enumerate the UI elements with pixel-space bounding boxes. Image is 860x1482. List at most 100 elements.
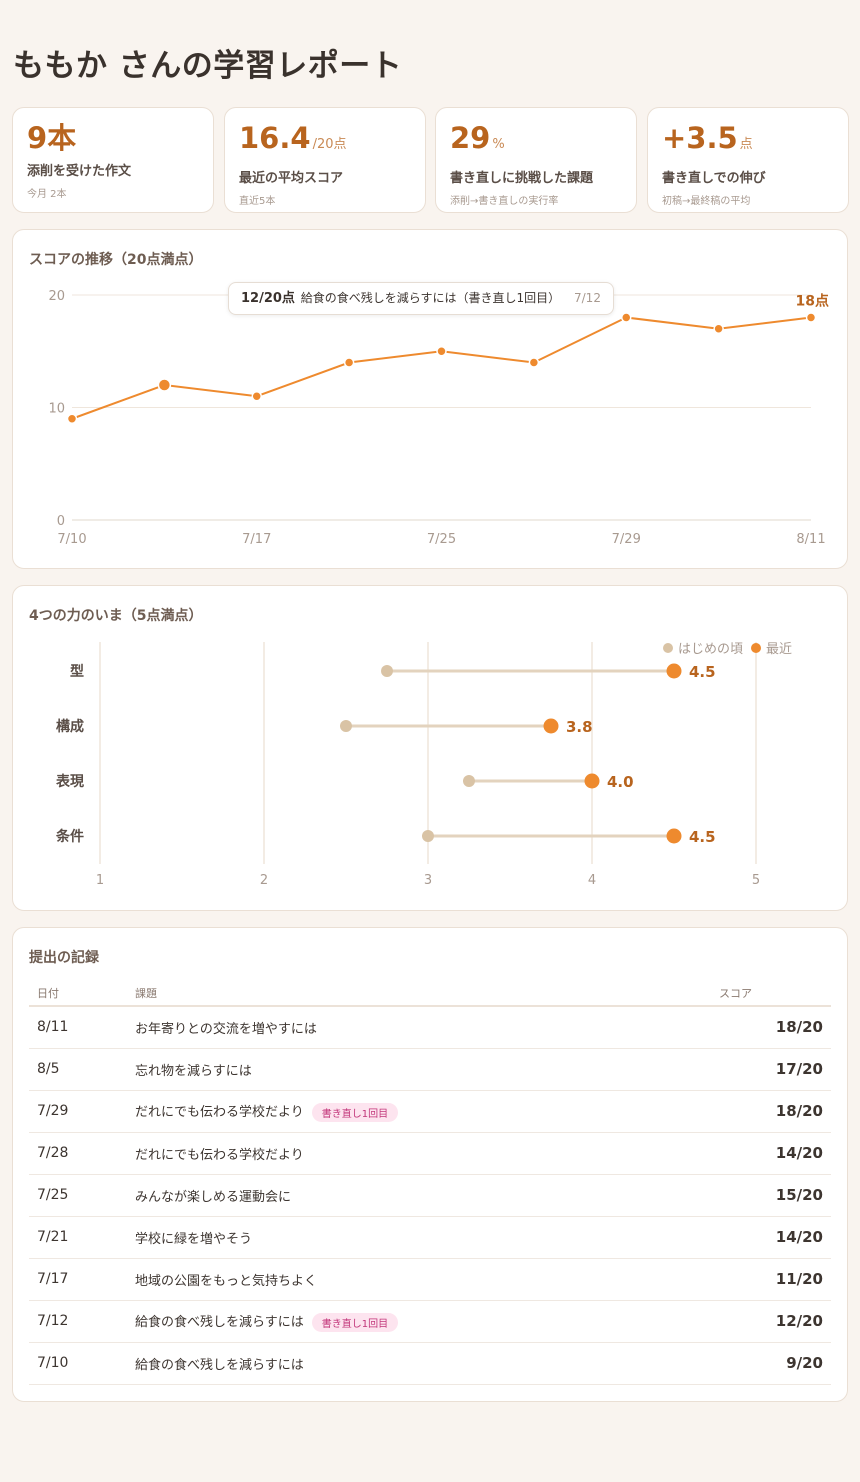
stat-card-average: 16.4/20点 最近の平均スコア 直近5本 [224, 107, 426, 213]
stat-note: 添削→書き直しの実行率 [450, 196, 559, 207]
start-point [422, 830, 434, 842]
recent-point [666, 663, 682, 679]
legend-recent-label: 最近 [766, 642, 792, 657]
stat-label: 添削を受けた作文 [27, 164, 132, 179]
tooltip-date: 7/12 [574, 291, 601, 305]
row-score: 14/20 [711, 1216, 831, 1259]
stat-label: 最近の平均スコア [239, 171, 344, 186]
row-task: 給食の食べ残しを減らすには [135, 1314, 304, 1330]
row-task: 忘れ物を減らすには [135, 1063, 252, 1079]
x-tick-label: 2 [260, 873, 268, 888]
row-date: 7/28 [29, 1132, 127, 1175]
data-point [805, 312, 817, 323]
data-point [157, 378, 172, 392]
row-date: 7/21 [29, 1216, 127, 1259]
table-row[interactable]: 7/17 地域の公園をもっと気持ちよく 11/20 [29, 1258, 831, 1301]
row-task-cell: 忘れ物を減らすには [127, 1048, 711, 1091]
value-label: 4.5 [689, 663, 716, 681]
history-title: 提出の記録 [29, 950, 99, 966]
skills-chart-title: 4つの力のいま（5点満点） [29, 608, 203, 624]
stat-note: 直近5本 [239, 196, 276, 207]
row-date: 7/12 [29, 1300, 127, 1343]
tooltip-task: 給食の食べ残しを減らすには（書き直し1回目） [300, 291, 561, 305]
table-row[interactable]: 7/12 給食の食べ残しを減らすには 書き直し1回目 12/20 [29, 1300, 831, 1343]
table-row[interactable]: 7/10 給食の食べ残しを減らすには 9/20 [29, 1342, 831, 1385]
row-score: 15/20 [711, 1174, 831, 1217]
row-task-cell: だれにでも伝わる学校だより [127, 1132, 711, 1175]
table-row[interactable]: 8/11 お年寄りとの交流を増やすには 18/20 [29, 1006, 831, 1049]
row-task: だれにでも伝わる学校だより [135, 1147, 304, 1163]
row-score: 18/20 [711, 1090, 831, 1133]
stat-value: 9本 [27, 121, 77, 155]
row-task-cell: だれにでも伝わる学校だより 書き直し1回目 [127, 1090, 711, 1133]
skills-chart-card: 4つの力のいま（5点満点） 1 2 3 4 5 型 4.5 構成 3.8 表現 4.0 条件 4.5 はじ… [12, 585, 848, 911]
row-task: お年寄りとの交流を増やすには [135, 1021, 317, 1037]
stat-value: +3.5 点 [662, 121, 753, 155]
row-task-cell: みんなが楽しめる運動会に [127, 1174, 711, 1217]
y-tick-label: 10 [48, 402, 65, 417]
tooltip-score: 12/20点 [241, 291, 295, 306]
row-date: 7/25 [29, 1174, 127, 1217]
x-tick-label: 8/11 [796, 532, 825, 547]
start-point [381, 665, 393, 677]
score-line [71, 316, 812, 420]
row-task: 給食の食べ残しを減らすには [135, 1357, 304, 1373]
data-point [528, 357, 540, 368]
header-date: 日付 [29, 980, 127, 1007]
history-table: 日付 課題 スコア 8/11 お年寄りとの交流を増やすには 18/20 8/5 忘れ物を… [29, 980, 831, 1385]
rewrite-badge: 書き直し1回目 [311, 1312, 399, 1332]
data-point [713, 323, 724, 334]
table-row[interactable]: 7/21 学校に緑を増やそう 14/20 [29, 1216, 831, 1259]
score-chart-card: スコアの推移（20点満点） 0 10 20 7/10 7/17 7/25 7/29 8/11 1… [12, 229, 848, 569]
last-value-label: 18点 [796, 293, 829, 310]
row-task-cell: お年寄りとの交流を増やすには [127, 1006, 711, 1049]
legend-start-swatch [663, 643, 673, 653]
row-task-cell: 学校に緑を増やそう [127, 1216, 711, 1259]
value-label: 4.0 [607, 773, 634, 791]
data-point [621, 312, 632, 323]
recent-point [666, 828, 682, 844]
table-row[interactable]: 7/29 だれにでも伝わる学校だより 書き直し1回目 18/20 [29, 1090, 831, 1133]
page-title: ももか さんの学習レポート [13, 48, 403, 84]
header-score: スコア [711, 980, 831, 1007]
row-task: だれにでも伝わる学校だより [135, 1104, 304, 1120]
row-score: 14/20 [711, 1132, 831, 1175]
x-tick-label: 7/10 [57, 532, 86, 547]
category-label: 構成 [56, 718, 84, 735]
x-tick-label: 4 [588, 873, 596, 888]
value-label: 4.5 [689, 828, 716, 846]
stat-note: 今月 2本 [27, 189, 67, 200]
row-score: 11/20 [711, 1258, 831, 1301]
stat-label: 書き直しでの伸び [662, 171, 766, 186]
row-task-cell: 給食の食べ残しを減らすには [127, 1342, 711, 1385]
stat-card-growth: +3.5 点 書き直しでの伸び 初稿→最終稿の平均 [647, 107, 849, 213]
stat-value: 16.4/20点 [239, 121, 347, 155]
row-score: 18/20 [711, 1006, 831, 1049]
row-score: 9/20 [711, 1342, 831, 1385]
stat-value: 29% [450, 121, 505, 155]
rewrite-badge: 書き直し1回目 [311, 1102, 399, 1122]
legend-start-label: はじめの頃 [678, 642, 743, 657]
y-tick-label: 20 [48, 289, 65, 304]
row-date: 7/17 [29, 1258, 127, 1301]
data-point [343, 357, 355, 368]
table-row[interactable]: 8/5 忘れ物を減らすには 17/20 [29, 1048, 831, 1091]
row-task: 学校に緑を増やそう [135, 1231, 253, 1247]
recent-point [543, 718, 559, 734]
header-task: 課題 [127, 980, 711, 1007]
skills-chart: 1 2 3 4 5 型 4.5 構成 3.8 表現 4.0 条件 4.5 はじめの頃 最近 [55, 642, 792, 888]
category-label: 条件 [55, 828, 84, 845]
row-task: 地域の公園をもっと気持ちよく [135, 1273, 318, 1289]
table-row[interactable]: 7/25 みんなが楽しめる運動会に 15/20 [29, 1174, 831, 1217]
table-row[interactable]: 7/28 だれにでも伝わる学校だより 14/20 [29, 1132, 831, 1175]
row-date: 7/29 [29, 1090, 127, 1133]
row-score: 17/20 [711, 1048, 831, 1091]
x-tick-label: 7/25 [427, 532, 456, 547]
row-task-cell: 地域の公園をもっと気持ちよく [127, 1258, 711, 1301]
chart-tooltip: 12/20点 給食の食べ残しを減らすには（書き直し1回目） 7/12 [228, 282, 614, 315]
category-label: 型 [70, 663, 84, 680]
stat-card-essays: 9本 添削を受けた作文 今月 2本 [12, 107, 214, 213]
score-chart: 0 10 20 7/10 7/17 7/25 7/29 8/11 18点 [48, 289, 829, 547]
data-point [436, 346, 447, 357]
start-point [463, 775, 475, 787]
